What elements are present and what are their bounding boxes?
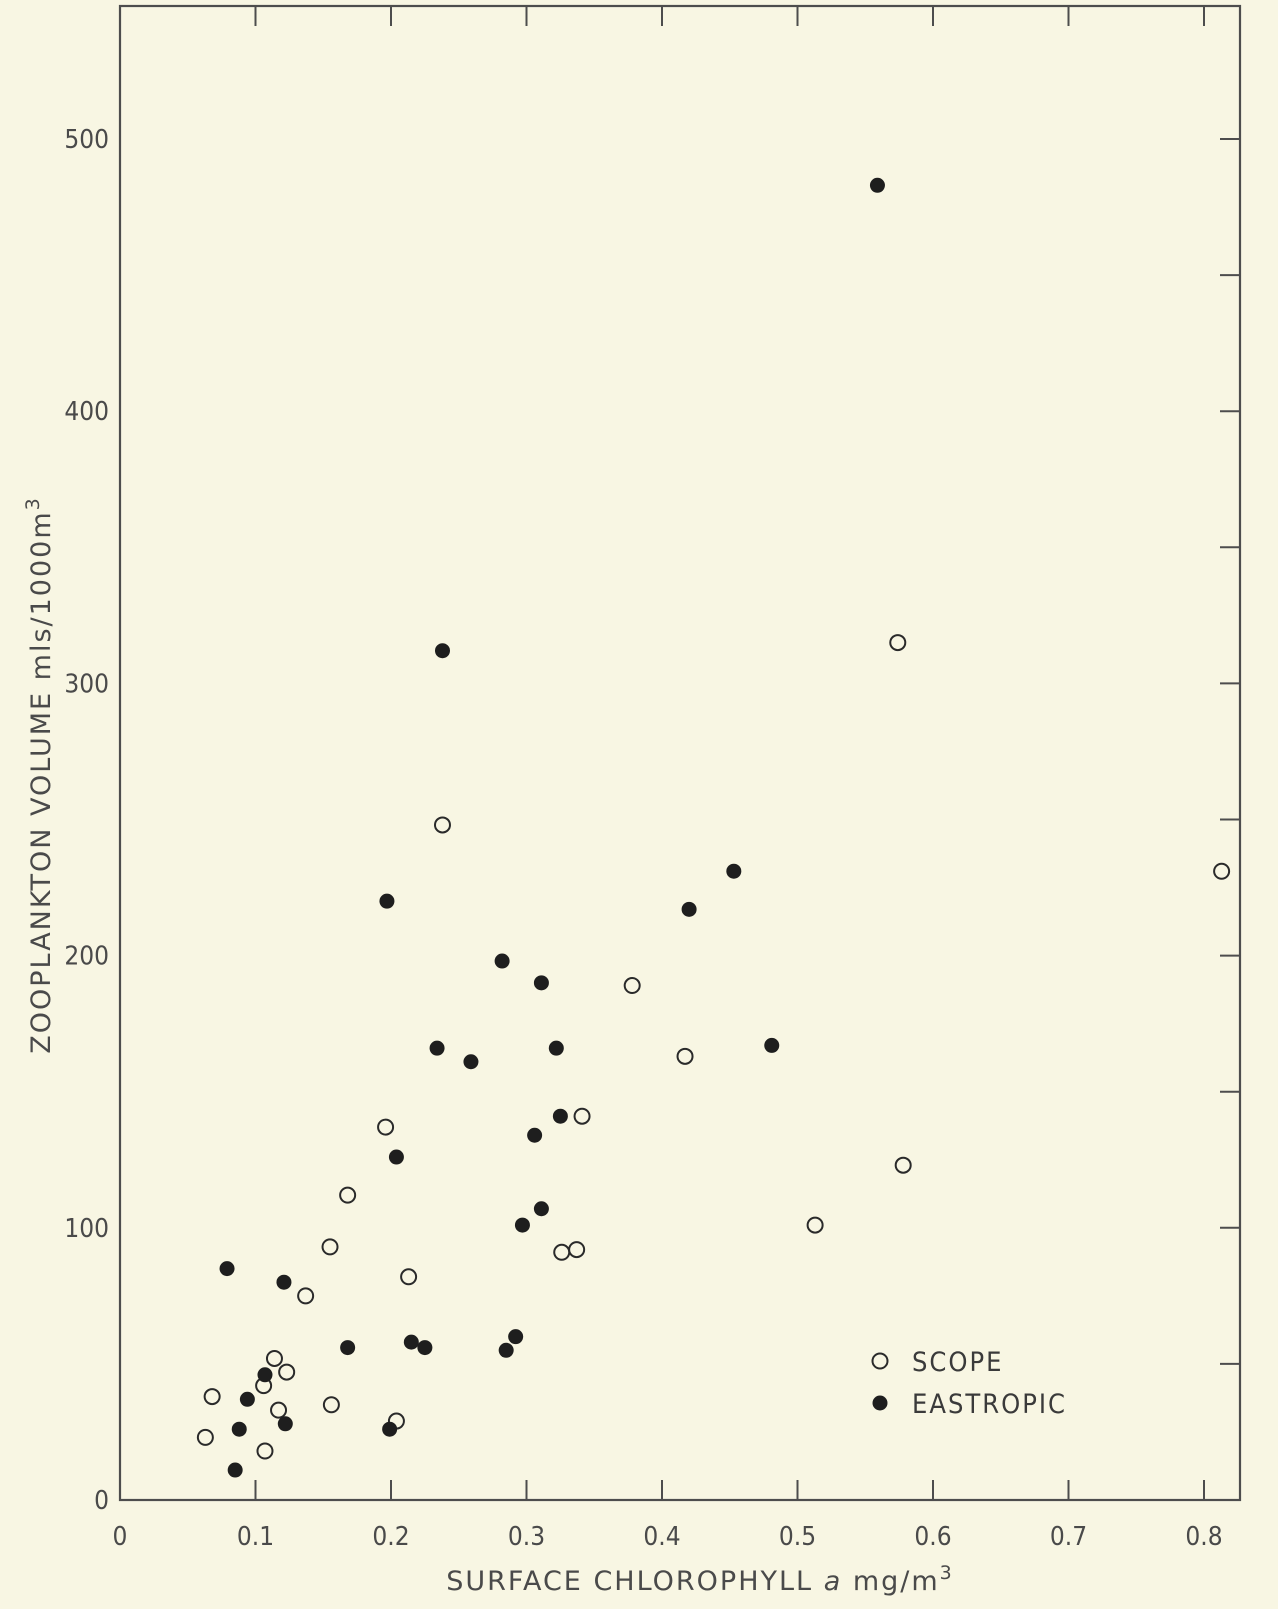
scope-point (377, 1118, 395, 1136)
eastropic-point (388, 1149, 404, 1165)
legend-scope-label: SCOPE (912, 1347, 1004, 1378)
data-points-layer (196, 177, 1231, 1478)
x-tick-label: 0.8 (1185, 1522, 1222, 1552)
eastropic-point (227, 1462, 243, 1478)
eastropic-point (494, 953, 510, 969)
scope-point (256, 1442, 274, 1460)
eastropic-point (429, 1040, 445, 1056)
scope-point (623, 977, 641, 995)
scope-point (270, 1401, 288, 1419)
scope-point (676, 1047, 694, 1065)
x-tick-label: 0.1 (237, 1522, 274, 1552)
scope-point (1213, 862, 1231, 880)
y-tick-label: 500 (64, 125, 109, 155)
legend-eastropic-marker (872, 1395, 888, 1411)
eastropic-point (681, 901, 697, 917)
eastropic-point (726, 863, 742, 879)
scope-point (400, 1268, 418, 1286)
y-axis-title-superscript: 3 (22, 496, 44, 510)
eastropic-point (869, 177, 885, 193)
x-tick-label: 0.6 (914, 1522, 951, 1552)
eastropic-point (514, 1217, 530, 1233)
eastropic-point (231, 1421, 247, 1437)
eastropic-point (219, 1261, 235, 1277)
x-axis-title: SURFACE CHLOROPHYLL a mg/m3 (446, 1562, 954, 1597)
eastropic-point (552, 1108, 568, 1124)
y-axis-title: ZOOPLANKTON VOLUME mls/1000m3 (22, 496, 57, 1053)
scope-point (894, 1156, 912, 1174)
plot-frame (118, 4, 1242, 1502)
scope-point (889, 634, 907, 652)
y-axis-title-main: ZOOPLANKTON VOLUME mls/1000m (26, 510, 57, 1053)
legend: SCOPE EASTROPIC (871, 1347, 1067, 1420)
x-tick-label: 0 (113, 1522, 128, 1552)
scope-point (297, 1287, 315, 1305)
scope-point (203, 1388, 221, 1406)
eastropic-point (276, 1274, 292, 1290)
scope-point (573, 1107, 591, 1125)
legend-eastropic-label: EASTROPIC (912, 1389, 1067, 1420)
eastropic-point (340, 1340, 356, 1356)
x-tick-label: 0.5 (779, 1522, 816, 1552)
x-tick-label: 0.2 (372, 1522, 409, 1552)
eastropic-point (548, 1040, 564, 1056)
scope-point (806, 1216, 824, 1234)
x-tick-label: 0.3 (508, 1522, 545, 1552)
eastropic-point (533, 975, 549, 991)
eastropic-point (434, 643, 450, 659)
scope-point (568, 1241, 586, 1259)
eastropic-point (533, 1201, 549, 1217)
eastropic-point (277, 1416, 293, 1432)
x-tick-label: 0.4 (643, 1522, 680, 1552)
eastropic-point (417, 1340, 433, 1356)
eastropic-point (382, 1421, 398, 1437)
eastropic-point (527, 1127, 543, 1143)
eastropic-point (257, 1367, 273, 1383)
y-tick-label: 200 (64, 942, 109, 972)
scope-point (278, 1363, 296, 1381)
x-axis-title-part1: SURFACE CHLOROPHYLL (446, 1566, 823, 1597)
y-tick-label: 400 (64, 397, 109, 427)
y-tick-label: 0 (94, 1486, 109, 1516)
eastropic-point (508, 1329, 524, 1345)
y-tick-label: 300 (64, 669, 109, 699)
scope-point (433, 816, 451, 834)
scope-point (196, 1428, 214, 1446)
eastropic-point (379, 893, 395, 909)
eastropic-point (764, 1037, 780, 1053)
x-axis-title-superscript: 3 (940, 1562, 954, 1584)
y-tick-label: 100 (64, 1214, 109, 1244)
x-tick-label: 0.7 (1050, 1522, 1087, 1552)
ticks-layer: 0 0.1 0.2 0.3 0.4 0.5 0.6 0.7 0.8 0 100 200 300 400 50… (64, 6, 1240, 1552)
eastropic-point (239, 1391, 255, 1407)
scope-point (265, 1349, 283, 1367)
scope-point (339, 1186, 357, 1204)
legend-scope-marker (871, 1352, 889, 1370)
scope-point (321, 1238, 339, 1256)
scope-point (553, 1243, 571, 1261)
eastropic-point (403, 1334, 419, 1350)
x-axis-title-unit: mg/m (842, 1566, 939, 1597)
scope-point (322, 1396, 340, 1414)
x-axis-title-italic-a: a (824, 1566, 843, 1597)
eastropic-point (498, 1342, 514, 1358)
eastropic-point (463, 1054, 479, 1070)
